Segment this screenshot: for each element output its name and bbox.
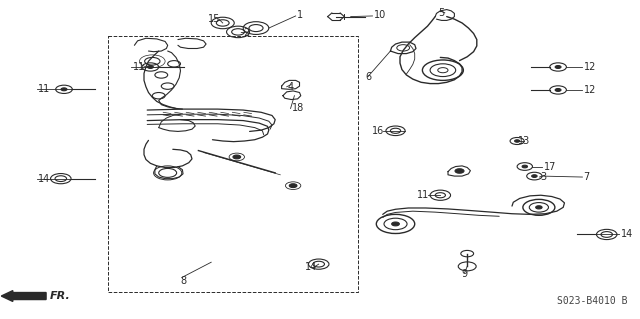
Text: 8: 8 [180,276,186,286]
Text: 6: 6 [365,71,371,82]
Text: 12: 12 [584,85,596,95]
Text: 17: 17 [544,161,556,172]
Circle shape [555,88,561,92]
Text: 4: 4 [288,82,294,92]
Circle shape [522,165,527,168]
Text: FR.: FR. [50,291,70,301]
Circle shape [61,88,67,91]
Circle shape [289,184,297,188]
Text: 14: 14 [305,262,317,272]
Text: 2: 2 [243,27,250,38]
Text: S023-B4010 B: S023-B4010 B [557,296,627,307]
Text: 15: 15 [209,14,221,24]
Text: 5: 5 [438,8,445,18]
Text: 14: 14 [621,229,633,240]
Text: 14: 14 [38,174,51,184]
Text: 13: 13 [518,136,531,146]
FancyArrow shape [1,291,46,301]
Circle shape [392,222,399,226]
Text: 1: 1 [297,10,303,20]
Text: 11: 11 [417,190,429,200]
Text: 11: 11 [133,62,145,72]
Circle shape [555,65,561,69]
Text: 18: 18 [292,103,304,114]
Circle shape [532,175,537,177]
Circle shape [536,206,542,209]
Text: 3: 3 [541,172,547,182]
Text: 11: 11 [38,84,51,94]
Text: 12: 12 [584,62,596,72]
Circle shape [455,169,464,173]
Circle shape [233,155,241,159]
Circle shape [515,140,520,142]
Text: 10: 10 [374,10,387,20]
Text: 16: 16 [372,126,384,136]
Text: 9: 9 [461,269,468,279]
Circle shape [147,65,154,69]
Text: 7: 7 [584,172,590,182]
